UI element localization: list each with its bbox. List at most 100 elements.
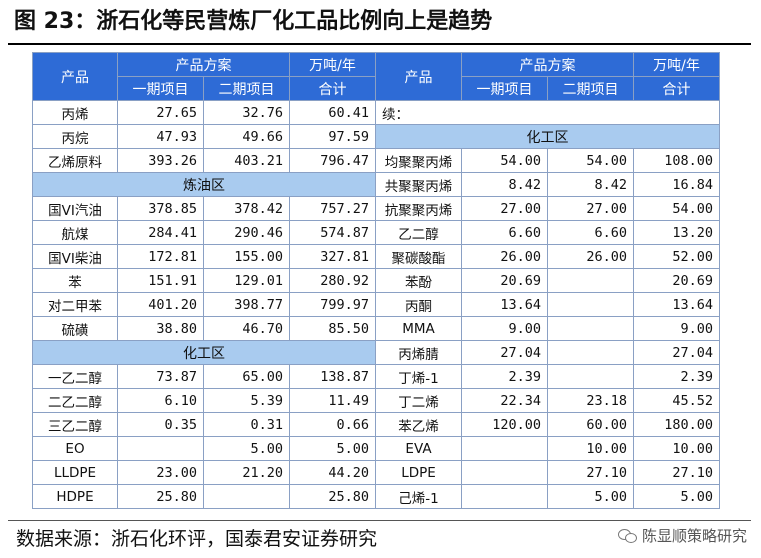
- left-product-name: 航煤: [32, 220, 118, 245]
- left-phase2-value: 21.20: [203, 460, 290, 485]
- table-row: 丙烯 27.65 32.76 60.41 续：: [32, 100, 720, 125]
- left-phase2-value: 46.70: [203, 316, 290, 341]
- left-product-name: 国VI柴油: [32, 244, 118, 269]
- right-phase1-value: [461, 436, 548, 461]
- left-phase1-value: 284.41: [117, 220, 204, 245]
- left-phase1-value: 25.80: [117, 484, 204, 509]
- right-phase2-value: [547, 316, 634, 341]
- right-product-name: EVA: [375, 436, 462, 461]
- left-product-name: EO: [32, 436, 118, 461]
- header-phase2-right: 二期项目: [547, 76, 634, 101]
- right-phase2-value: 6.60: [547, 220, 634, 245]
- left-phase1-value: 151.91: [117, 268, 204, 293]
- right-phase1-value: [461, 460, 548, 485]
- table-row: 苯 151.91 129.01 280.92 苯酚 20.69 20.69: [32, 268, 720, 293]
- right-phase2-value: 10.00: [547, 436, 634, 461]
- right-phase1-value: 22.34: [461, 388, 548, 413]
- left-phase2-value: 290.46: [203, 220, 290, 245]
- left-phase1-value: 6.10: [117, 388, 204, 413]
- right-product-name: 丙酮: [375, 292, 462, 317]
- left-total-value: 327.81: [289, 244, 376, 269]
- left-total-value: 44.20: [289, 460, 376, 485]
- right-phase2-value: 8.42: [547, 172, 634, 197]
- left-total-value: 796.47: [289, 148, 376, 173]
- table-row: HDPE 25.80 25.80 己烯-1 5.00 5.00: [32, 484, 720, 509]
- right-product-name: 苯乙烯: [375, 412, 462, 437]
- table-row: 硫磺 38.80 46.70 85.50 MMA 9.00 9.00: [32, 316, 720, 341]
- left-phase2-value: 32.76: [203, 100, 290, 125]
- right-product-name: MMA: [375, 316, 462, 341]
- table-row: 乙烯原料 393.26 403.21 796.47 均聚聚丙烯 54.00 54.00 108…: [32, 148, 720, 173]
- left-total-value: 0.66: [289, 412, 376, 437]
- right-total-value: 9.00: [633, 316, 720, 341]
- left-product-name: 丙烯: [32, 100, 118, 125]
- right-total-value: 16.84: [633, 172, 720, 197]
- left-phase1-value: 393.26: [117, 148, 204, 173]
- right-phase1-value: 13.64: [461, 292, 548, 317]
- right-total-value: 5.00: [633, 484, 720, 509]
- left-total-value: 11.49: [289, 388, 376, 413]
- wechat-icon: [617, 528, 638, 544]
- right-phase2-value: 26.00: [547, 244, 634, 269]
- left-phase1-value: 378.85: [117, 196, 204, 221]
- left-phase2-value: 5.00: [203, 436, 290, 461]
- left-total-value: 5.00: [289, 436, 376, 461]
- header-unit-left: 万吨/年: [289, 52, 376, 77]
- left-product-name: HDPE: [32, 484, 118, 509]
- right-total-value: 20.69: [633, 268, 720, 293]
- left-phase2-value: 49.66: [203, 124, 290, 149]
- left-phase1-value: 47.93: [117, 124, 204, 149]
- left-phase1-value: 172.81: [117, 244, 204, 269]
- left-phase1-value: [117, 436, 204, 461]
- right-phase2-value: 23.18: [547, 388, 634, 413]
- left-product-name: 三乙二醇: [32, 412, 118, 437]
- left-total-value: 757.27: [289, 196, 376, 221]
- source-note: 数据来源：浙石化环评，国泰君安证券研究: [16, 528, 378, 550]
- table-row: 二乙二醇 6.10 5.39 11.49 丁二烯 22.34 23.18 45.52: [32, 388, 720, 413]
- header-row-1: 产品 产品方案 万吨/年 产品 产品方案 万吨/年: [32, 52, 720, 101]
- watermark-text: 陈显顺策略研究: [641, 527, 747, 545]
- table-row: 化工区 丙烯腈 27.04 27.04: [32, 340, 720, 365]
- header-phase2-left: 二期项目: [203, 76, 290, 101]
- left-phase1-value: 27.65: [117, 100, 204, 125]
- right-continued-label: 续：: [375, 100, 720, 125]
- figure-title: 图 23：浙石化等民营炼厂化工品比例向上是趋势: [14, 9, 493, 34]
- table-row: 丙烷 47.93 49.66 97.59 化工区: [32, 124, 720, 149]
- left-phase2-value: [203, 484, 290, 509]
- right-phase2-value: 54.00: [547, 148, 634, 173]
- header-product-left: 产品: [32, 52, 118, 101]
- right-product-name: 丁二烯: [375, 388, 462, 413]
- left-phase1-value: 38.80: [117, 316, 204, 341]
- left-product-name: 一乙二醇: [32, 364, 118, 389]
- right-product-name: 苯酚: [375, 268, 462, 293]
- right-phase2-value: [547, 292, 634, 317]
- table-row: 航煤 284.41 290.46 574.87 乙二醇 6.60 6.60 13.20: [32, 220, 720, 245]
- right-total-value: 180.00: [633, 412, 720, 437]
- left-total-value: 97.59: [289, 124, 376, 149]
- right-total-value: 54.00: [633, 196, 720, 221]
- left-total-value: 280.92: [289, 268, 376, 293]
- table-row: 对二甲苯 401.20 398.77 799.97 丙酮 13.64 13.64: [32, 292, 720, 317]
- right-product-name: 乙二醇: [375, 220, 462, 245]
- source-divider: [8, 520, 751, 521]
- right-product-name: LDPE: [375, 460, 462, 485]
- right-phase1-value: [461, 484, 548, 509]
- left-section-header: 化工区: [32, 340, 376, 365]
- header-total-left: 合计: [289, 76, 376, 101]
- left-product-name: 二乙二醇: [32, 388, 118, 413]
- header-phase1-right: 一期项目: [461, 76, 548, 101]
- header-unit-right: 万吨/年: [633, 52, 720, 77]
- header-total-right: 合计: [633, 76, 720, 101]
- right-phase1-value: 120.00: [461, 412, 548, 437]
- left-product-name: 丙烷: [32, 124, 118, 149]
- header-product-right: 产品: [375, 52, 462, 101]
- left-total-value: 138.87: [289, 364, 376, 389]
- right-product-name: 均聚聚丙烯: [375, 148, 462, 173]
- left-total-value: 85.50: [289, 316, 376, 341]
- right-phase2-value: 5.00: [547, 484, 634, 509]
- right-phase1-value: 27.00: [461, 196, 548, 221]
- right-total-value: 10.00: [633, 436, 720, 461]
- left-phase2-value: 65.00: [203, 364, 290, 389]
- left-phase1-value: 401.20: [117, 292, 204, 317]
- left-phase2-value: 5.39: [203, 388, 290, 413]
